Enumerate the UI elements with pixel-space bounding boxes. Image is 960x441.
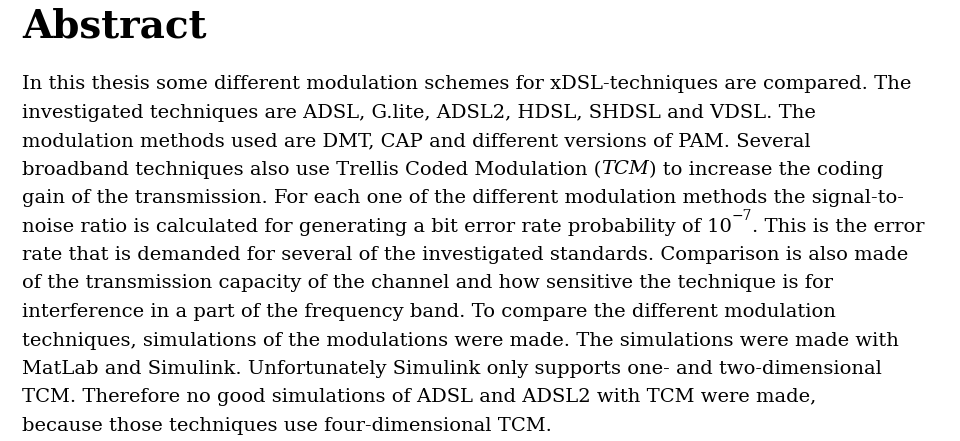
Text: modulation methods used are DMT, CAP and different versions of PAM. Several: modulation methods used are DMT, CAP and… — [22, 132, 810, 150]
Text: gain of the transmission. For each one of the different modulation methods the s: gain of the transmission. For each one o… — [22, 189, 904, 207]
Text: broadband techniques also use Trellis Coded Modulation (: broadband techniques also use Trellis Co… — [22, 161, 601, 179]
Text: ) to increase the coding: ) to increase the coding — [649, 161, 884, 179]
Text: interference in a part of the frequency band. To compare the different modulatio: interference in a part of the frequency … — [22, 303, 836, 321]
Text: noise ratio is calculated for generating a bit error rate probability of 10: noise ratio is calculated for generating… — [22, 217, 732, 235]
Text: Abstract: Abstract — [22, 8, 206, 46]
Text: rate that is demanded for several of the investigated standards. Comparison is a: rate that is demanded for several of the… — [22, 246, 908, 264]
Text: techniques, simulations of the modulations were made. The simulations were made : techniques, simulations of the modulatio… — [22, 332, 899, 350]
Text: because those techniques use four-dimensional TCM.: because those techniques use four-dimens… — [22, 417, 552, 435]
Text: TCM. Therefore no good simulations of ADSL and ADSL2 with TCM were made,: TCM. Therefore no good simulations of AD… — [22, 389, 816, 407]
Text: . This is the error: . This is the error — [753, 217, 924, 235]
Text: In this thesis some different modulation schemes for xDSL-techniques are compare: In this thesis some different modulation… — [22, 75, 911, 93]
Text: −7: −7 — [732, 209, 753, 224]
Text: MatLab and Simulink. Unfortunately Simulink only supports one- and two-dimension: MatLab and Simulink. Unfortunately Simul… — [22, 360, 882, 378]
Text: TCM: TCM — [601, 161, 649, 179]
Text: of the transmission capacity of the channel and how sensitive the technique is f: of the transmission capacity of the chan… — [22, 274, 833, 292]
Text: investigated techniques are ADSL, G.lite, ADSL2, HDSL, SHDSL and VDSL. The: investigated techniques are ADSL, G.lite… — [22, 104, 816, 122]
